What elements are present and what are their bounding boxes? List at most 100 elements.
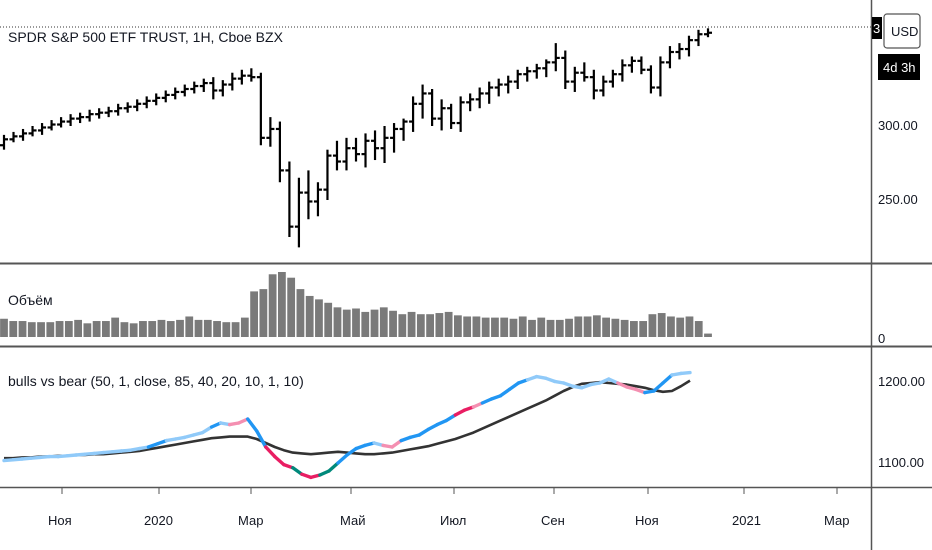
volume-bar <box>278 272 286 337</box>
time-tick-label: Ноя <box>48 513 72 528</box>
indicator-segment <box>453 408 467 417</box>
volume-pane-title: Объём <box>8 292 53 308</box>
volume-bar <box>602 317 610 337</box>
ohlc-bar <box>66 114 75 126</box>
ohlc-bar <box>551 43 560 72</box>
ohlc-bar <box>485 81 494 104</box>
ohlc-bar <box>627 56 636 73</box>
indicator-segment <box>345 446 358 457</box>
volume-bar <box>389 310 397 337</box>
volume-bar <box>194 319 203 337</box>
volume-bar <box>407 311 416 337</box>
ohlc-bar <box>171 87 180 100</box>
time-tick-label: 2021 <box>732 513 761 528</box>
volume-bar <box>333 307 342 337</box>
volume-bar <box>361 311 370 337</box>
ohlc-bar <box>209 77 218 100</box>
indicator-segment <box>246 417 259 433</box>
ohlc-bar <box>180 84 189 97</box>
time-tick-label: Мар <box>238 513 263 528</box>
ohlc-bar <box>599 75 608 97</box>
ohlc-bar <box>85 109 94 122</box>
ohlc-bar <box>266 117 275 147</box>
volume-bar <box>537 317 546 337</box>
ohlc-bar <box>380 126 389 163</box>
volume-bar <box>463 316 472 337</box>
countdown-text: 4d 3h <box>883 60 916 75</box>
ohlc-bar <box>466 93 475 112</box>
indicator-segment <box>255 429 268 449</box>
indicator-segment <box>336 453 349 465</box>
volume-bar <box>685 316 694 337</box>
indicator-segment <box>327 461 340 473</box>
volume-bar <box>518 316 527 337</box>
ohlc-bar <box>323 149 332 200</box>
ohlc-bar <box>228 72 237 91</box>
indicator-pane-title: bulls vs bear (50, 1, close, 85, 40, 20,… <box>8 373 304 389</box>
volume-bar <box>592 315 601 337</box>
volume-bar <box>676 317 685 337</box>
volume-bar <box>342 309 351 337</box>
volume-bar <box>46 322 55 337</box>
indicator-series <box>2 370 692 480</box>
indicator-segment <box>498 387 512 398</box>
ohlc-bar <box>399 118 408 141</box>
ohlc-bar <box>523 66 532 82</box>
volume-bar <box>296 289 305 337</box>
ohlc-bar <box>114 103 123 116</box>
ohlc-bar <box>570 66 579 92</box>
ohlc-bar <box>646 65 655 94</box>
volume-bar <box>694 321 703 337</box>
volume-bar <box>509 318 518 337</box>
volume-bar <box>620 319 629 337</box>
volume-bar <box>648 314 657 337</box>
volume-bar <box>102 321 110 337</box>
indicator-segment <box>679 370 692 376</box>
ohlc-bar <box>589 69 598 100</box>
volume-bar <box>491 317 499 337</box>
time-tick-label: Мар <box>824 513 849 528</box>
time-tick-label: Май <box>340 513 365 528</box>
ohlc-bar <box>57 117 66 128</box>
ohlc-bar <box>342 137 351 171</box>
currency-label: USD <box>891 24 918 39</box>
ohlc-bar <box>304 170 313 220</box>
ohlc-bar <box>247 68 256 82</box>
time-tick-label: Ноя <box>635 513 659 528</box>
ohlc-bar <box>199 78 208 92</box>
volume-bar <box>129 323 138 337</box>
indicator-tick-label: 1100.00 <box>878 455 924 470</box>
price-tick-label: 250.00 <box>878 192 918 207</box>
volume-bar <box>203 319 212 337</box>
countdown-badge <box>878 54 920 80</box>
ohlc-bar <box>618 59 627 82</box>
volume-bar <box>324 302 333 337</box>
volume-bar <box>639 321 648 337</box>
currency-button[interactable] <box>883 13 921 49</box>
volume-bar <box>444 311 453 337</box>
ohlc-bar <box>76 112 85 124</box>
volume-bar <box>111 317 120 337</box>
ohlc-bar <box>637 56 646 75</box>
time-tick-label: Сен <box>541 513 565 528</box>
volume-bar <box>74 319 82 337</box>
volume-tick-label: 0 <box>878 331 885 346</box>
indicator-segment <box>291 466 304 476</box>
indicator-tick-label: 1200.00 <box>878 374 925 389</box>
volume-bar <box>259 289 268 337</box>
volume-bar <box>500 317 509 337</box>
ohlc-bar <box>513 69 522 89</box>
ohlc-bar <box>47 120 56 131</box>
indicator-segment <box>507 381 521 392</box>
ohlc-bar <box>237 69 246 85</box>
volume-bar <box>555 319 564 337</box>
volume-bar <box>185 316 194 337</box>
ohlc-bar <box>542 59 551 78</box>
last-price-badge-text: 3 <box>873 21 880 36</box>
volume-series <box>0 272 712 337</box>
ohlc-bar <box>704 28 712 38</box>
volume-bar <box>657 313 666 337</box>
indicator-segment <box>417 427 430 437</box>
